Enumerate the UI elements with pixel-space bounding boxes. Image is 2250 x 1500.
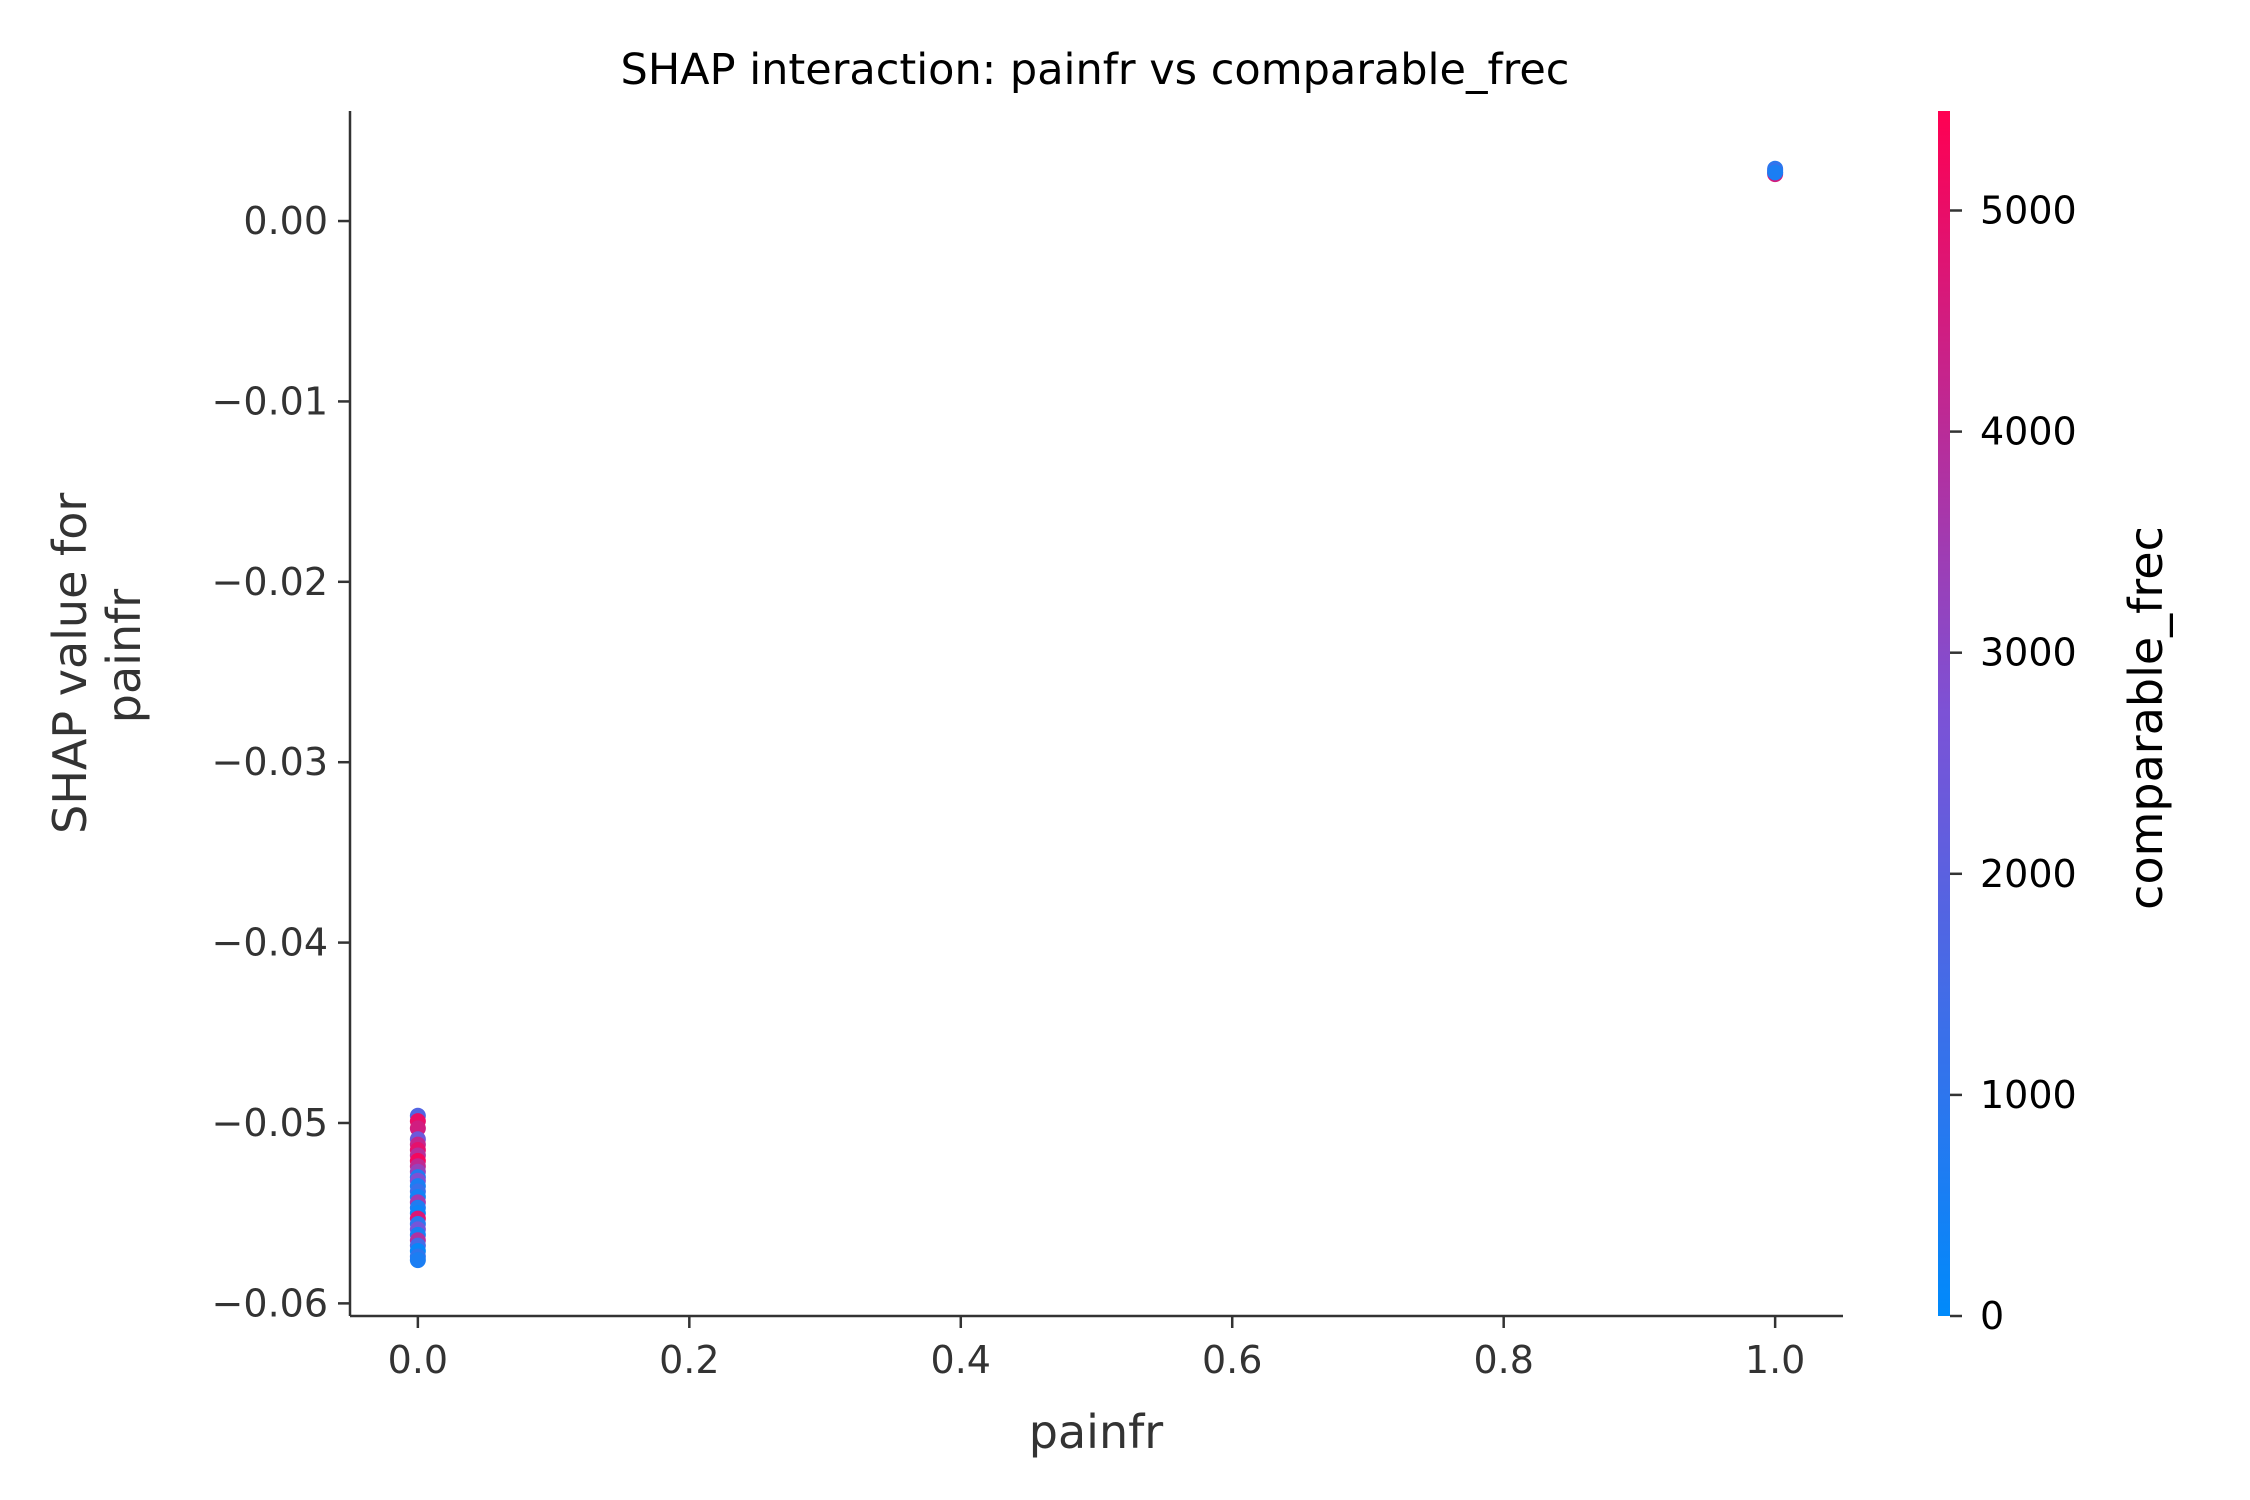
colorbar-tick-label: 4000 (1980, 410, 2077, 454)
x-tick-label: 0.4 (931, 1338, 991, 1382)
colorbar-gradient (1938, 111, 1950, 1316)
colorbar-ticks: 0 1000 2000 3000 4000 5000 (1950, 188, 2077, 1338)
y-ticks: 0.00 −0.01 −0.02 −0.03 −0.04 −0.05 −0.06 (212, 199, 350, 1325)
colorbar-tick-label: 2000 (1980, 852, 2077, 896)
x-axis-label: painfr (1029, 1405, 1164, 1459)
y-tick-label: −0.04 (212, 921, 328, 965)
plot-area: 0.0 0.2 0.4 0.6 0.8 1.0 0.00 −0.01 −0.02 −0.03 −0… (212, 111, 1843, 1382)
colorbar-tick-label: 1000 (1980, 1073, 2077, 1117)
y-tick-label: −0.06 (212, 1281, 328, 1325)
y-tick-label: −0.03 (212, 740, 328, 784)
colorbar-label: comparable_frec (2119, 526, 2173, 910)
x-tick-label: 0.6 (1202, 1338, 1262, 1382)
scatter-points (409, 160, 1784, 1269)
y-axis-label-line-1: SHAP value for (43, 493, 97, 834)
y-tick-label: −0.02 (212, 560, 328, 604)
chart-title: SHAP interaction: painfr vs comparable_f… (621, 45, 1570, 95)
y-axis-label: SHAP value for painfr (43, 478, 151, 834)
colorbar: 0 1000 2000 3000 4000 5000 comparable_frec (1938, 111, 2173, 1338)
colorbar-tick-label: 0 (1980, 1294, 2004, 1338)
x-tick-label: 1.0 (1745, 1338, 1805, 1382)
y-tick-label: −0.05 (212, 1101, 328, 1145)
x-tick-label: 0.2 (659, 1338, 719, 1382)
x-tick-label: 0.0 (388, 1338, 448, 1382)
x-tick-label: 0.8 (1473, 1338, 1533, 1382)
y-tick-label: 0.00 (243, 199, 328, 243)
colorbar-tick-label: 5000 (1980, 188, 2077, 232)
y-axis-label-line-2: painfr (97, 589, 151, 724)
scatter-point (1767, 164, 1784, 181)
colorbar-tick-label: 3000 (1980, 631, 2077, 675)
y-tick-label: −0.01 (212, 379, 328, 423)
scatter-point (409, 1252, 426, 1269)
x-ticks: 0.0 0.2 0.4 0.6 0.8 1.0 (388, 1316, 1805, 1382)
